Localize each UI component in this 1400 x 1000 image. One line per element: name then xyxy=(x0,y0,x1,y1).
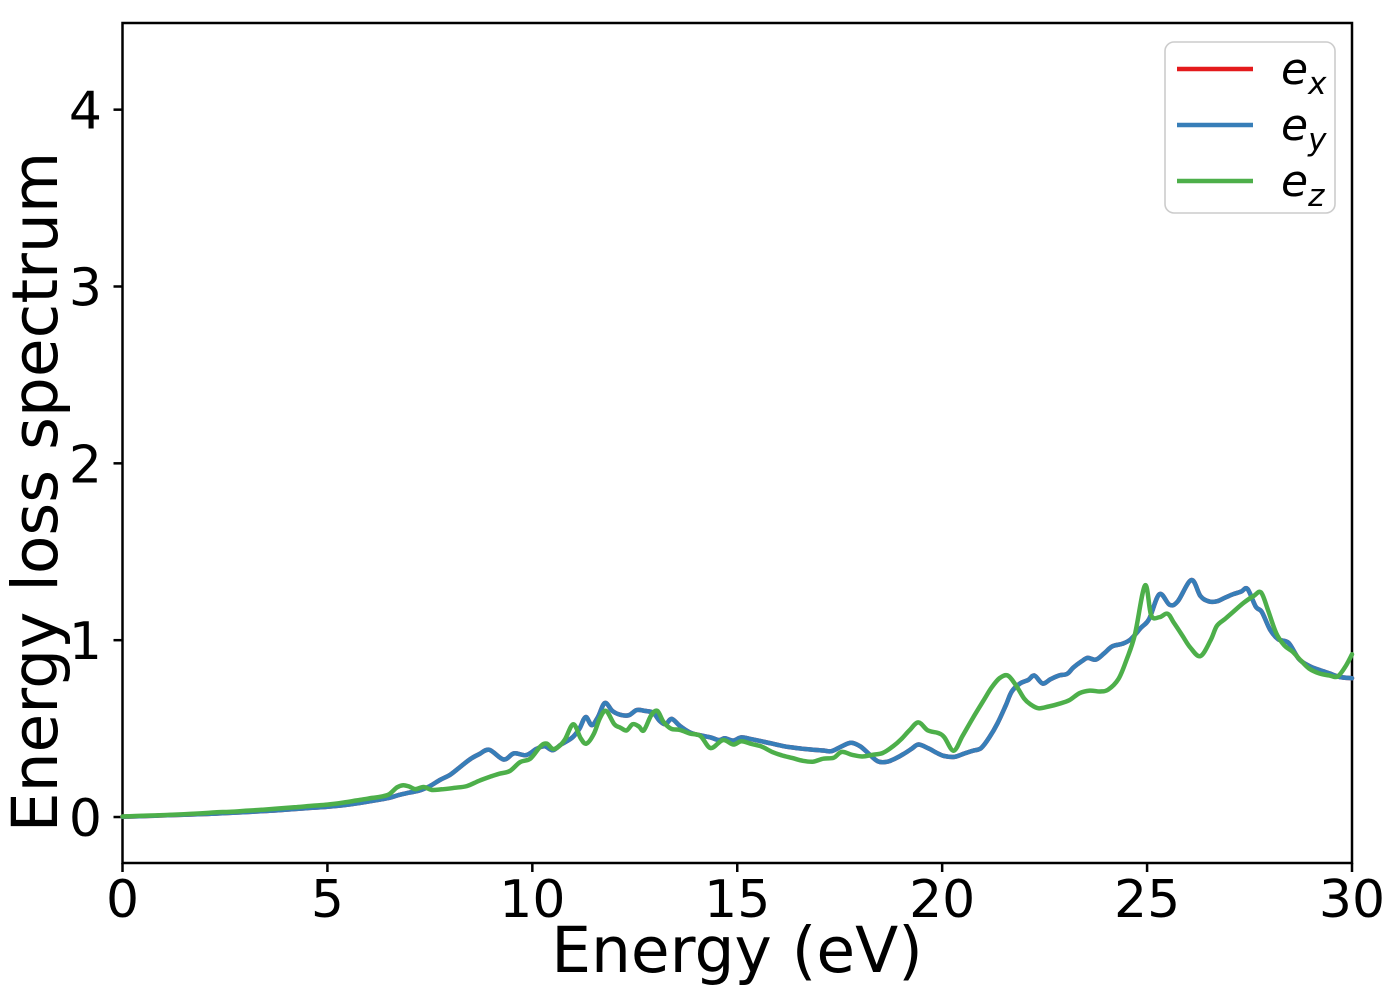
x-tick-label: 10 xyxy=(499,870,565,930)
legend-entry-e_x: ex xyxy=(1177,44,1327,102)
legend-entry-e_z: ez xyxy=(1177,156,1325,214)
y-axis-label: Energy loss spectrum xyxy=(0,152,72,832)
x-tick-label: 5 xyxy=(311,870,344,930)
y-tick-label: 4 xyxy=(69,82,102,142)
x-axis-label: Energy (eV) xyxy=(551,914,923,987)
legend-label: ex xyxy=(1281,44,1327,102)
x-tick-label: 15 xyxy=(704,870,770,930)
y-tick-label: 3 xyxy=(69,258,102,318)
series-lines xyxy=(120,577,1355,819)
x-tick-label: 0 xyxy=(106,870,139,930)
legend-box xyxy=(1164,41,1336,214)
x-tick-label: 25 xyxy=(1114,870,1180,930)
legend-entry-e_y: ey xyxy=(1177,100,1327,158)
x-axis: 0 5 10 15 20 25 30 xyxy=(106,863,1385,930)
y-tick-label: 0 xyxy=(69,789,102,849)
x-tick-label: 20 xyxy=(909,870,975,930)
series-line-e_z xyxy=(120,583,1355,819)
y-tick-label: 2 xyxy=(69,435,102,495)
series-line-e_y xyxy=(120,577,1355,819)
x-tick-label: 30 xyxy=(1319,870,1385,930)
y-tick-label: 1 xyxy=(69,612,102,672)
y-axis: 0 1 2 3 4 xyxy=(69,82,123,849)
legend-label: ez xyxy=(1281,156,1325,214)
legend-label: ey xyxy=(1281,100,1327,158)
